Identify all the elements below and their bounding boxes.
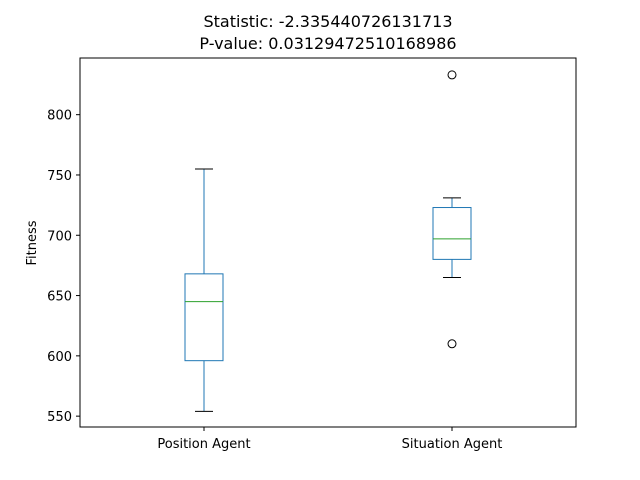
x-tick-label: Situation Agent xyxy=(402,437,503,452)
y-tick-label: 750 xyxy=(47,169,72,184)
plot-area: 550 600 650 700 750 800 Position Agent Situatio… xyxy=(47,70,503,452)
y-axis-label: Fitness xyxy=(25,220,40,265)
y-tick-label: 650 xyxy=(47,290,72,305)
title-line-1: Statistic: -2.335440726131713 xyxy=(203,12,452,31)
x-tick-label: Position Agent xyxy=(157,437,250,452)
iqr-box xyxy=(432,207,472,260)
y-tick-label: 800 xyxy=(47,109,72,124)
chart-title: Statistic: -2.335440726131713 P-value: 0… xyxy=(199,12,456,53)
title-line-2: P-value: 0.03129472510168986 xyxy=(199,34,456,53)
y-tick-label: 700 xyxy=(47,229,72,244)
plot-frame xyxy=(79,57,577,428)
y-tick-label: 600 xyxy=(47,350,72,365)
outlier-point xyxy=(447,70,457,80)
outlier-point xyxy=(447,339,457,349)
y-tick-label: 550 xyxy=(47,410,72,425)
iqr-box xyxy=(184,273,224,362)
